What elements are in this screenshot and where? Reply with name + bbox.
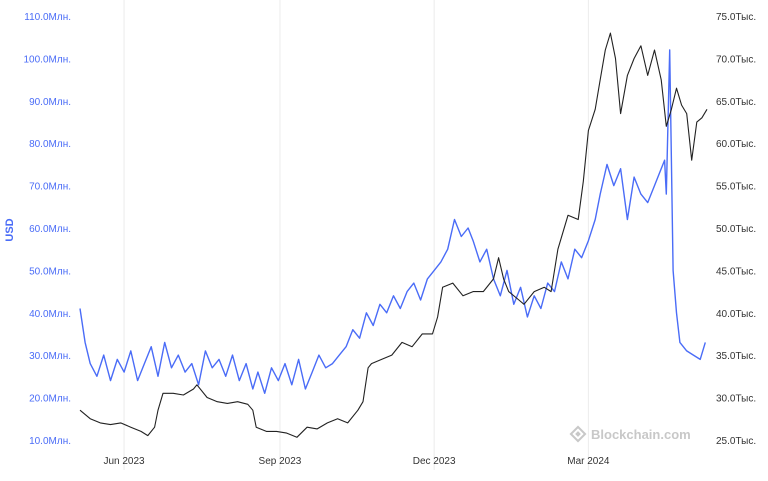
watermark: Blockchain.com	[569, 425, 691, 443]
left-tick-label: 40.0Млн.	[29, 309, 71, 320]
right-tick-label: 65.0Тыс.	[716, 97, 756, 108]
right-tick-label: 50.0Тыс.	[716, 224, 756, 235]
x-tick-label: Sep 2023	[259, 456, 302, 467]
series-line-right	[79, 32, 708, 438]
watermark-text: Blockchain.com	[591, 427, 691, 442]
x-axis-ticks: Jun 2023 Sep 2023 Dec 2023 Mar 2024	[103, 456, 609, 467]
left-tick-label: 70.0Млн.	[29, 182, 71, 193]
right-tick-label: 55.0Тыс.	[716, 182, 756, 193]
right-tick-label: 75.0Тыс.	[716, 12, 756, 23]
right-tick-label: 40.0Тыс.	[716, 309, 756, 320]
x-tick-label: Dec 2023	[413, 456, 456, 467]
left-tick-label: 10.0Млн.	[29, 436, 71, 447]
left-tick-label: 30.0Млн.	[29, 351, 71, 362]
left-tick-label: 60.0Млн.	[29, 224, 71, 235]
right-tick-label: 25.0Тыс.	[716, 436, 756, 447]
x-tick-label: Mar 2024	[567, 456, 610, 467]
left-tick-label: 100.0Млн.	[24, 54, 72, 65]
left-tick-label: 90.0Млн.	[29, 97, 71, 108]
y-axis-left-title: USD	[4, 218, 16, 241]
series-group	[79, 32, 708, 438]
grid	[123, 0, 589, 470]
right-tick-label: 30.0Тыс.	[716, 394, 756, 405]
right-tick-label: 60.0Тыс.	[716, 139, 756, 150]
series-line-left	[79, 49, 706, 394]
blockchain-logo-icon	[569, 425, 587, 443]
right-axis-ticks: 25.0Тыс. 30.0Тыс. 35.0Тыс. 40.0Тыс. 45.0Тыс.…	[716, 12, 756, 447]
left-tick-label: 20.0Млн.	[29, 394, 71, 405]
right-tick-label: 45.0Тыс.	[716, 266, 756, 277]
x-tick-label: Jun 2023	[103, 456, 145, 467]
right-tick-label: 70.0Тыс.	[716, 54, 756, 65]
left-axis-ticks: 10.0Млн. 20.0Млн. 30.0Млн. 40.0Млн. 50.0Млн.…	[24, 12, 72, 447]
right-tick-label: 35.0Тыс.	[716, 351, 756, 362]
left-tick-label: 50.0Млн.	[29, 266, 71, 277]
left-tick-label: 110.0Млн.	[24, 12, 71, 23]
left-tick-label: 80.0Млн.	[29, 139, 71, 150]
